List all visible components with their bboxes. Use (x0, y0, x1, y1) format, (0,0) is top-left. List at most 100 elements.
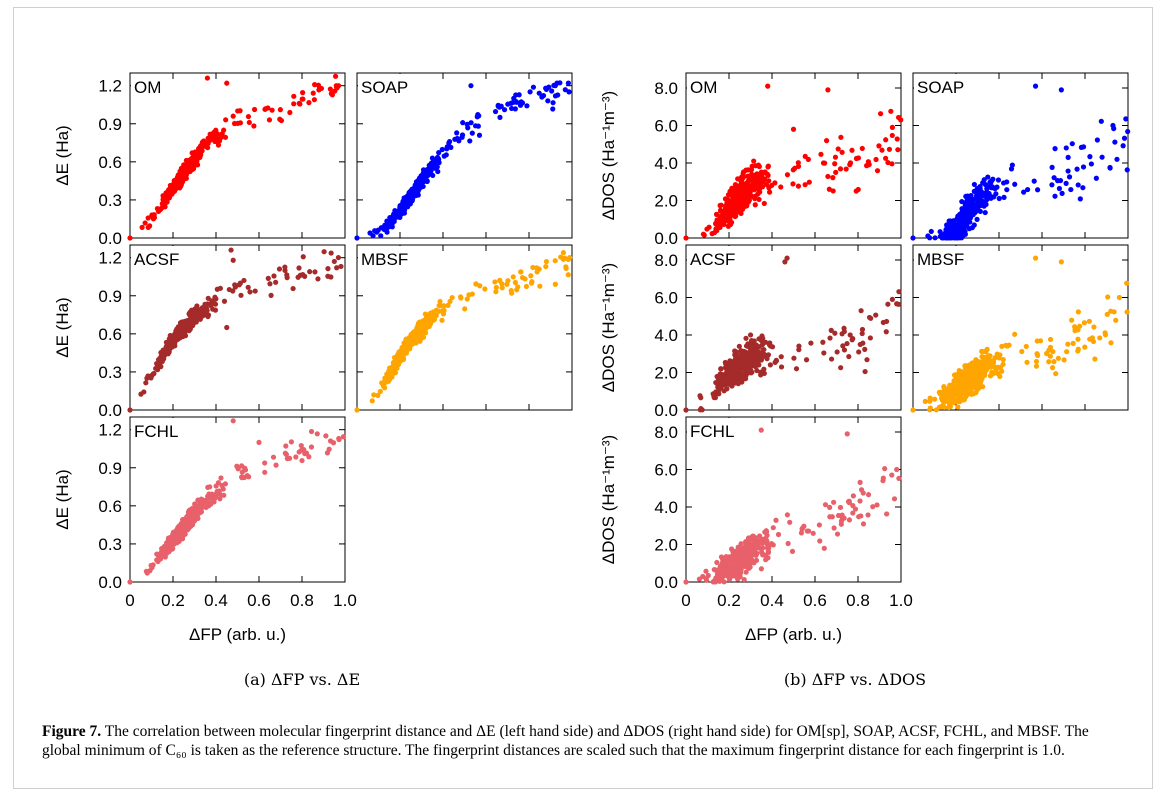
x-tick-label: 0.2 (161, 591, 185, 610)
data-point (399, 207, 405, 213)
data-point (241, 277, 247, 284)
data-point (256, 439, 262, 445)
y-tick-label: 0.9 (98, 115, 122, 134)
data-point (441, 153, 447, 159)
data-point (236, 282, 242, 288)
data-point (389, 371, 396, 378)
data-point (230, 257, 236, 263)
data-point (838, 521, 844, 527)
data-point (1051, 175, 1057, 181)
data-point (422, 327, 428, 333)
data-point (174, 333, 181, 339)
data-point (386, 224, 392, 230)
data-point (298, 442, 304, 449)
data-point (189, 323, 195, 329)
data-point (300, 272, 306, 278)
data-point (894, 301, 900, 307)
data-point (265, 275, 271, 281)
data-point (237, 108, 243, 114)
data-point (849, 147, 855, 153)
data-point (543, 263, 549, 270)
plot-frame (685, 244, 902, 411)
data-point (1049, 365, 1056, 371)
data-point (760, 347, 766, 354)
data-point (889, 161, 895, 167)
data-point (184, 163, 191, 169)
data-point (1043, 350, 1050, 357)
y-axis-title: ΔDOS (Ha⁻¹m⁻³) (599, 263, 618, 392)
data-point (504, 281, 510, 287)
data-point (530, 84, 537, 90)
y-tick-label: 2.0 (654, 364, 678, 383)
data-point (239, 463, 245, 469)
data-point (215, 480, 222, 486)
data-point (336, 436, 342, 443)
data-point (1052, 146, 1058, 152)
data-point (883, 155, 889, 161)
data-point (1072, 326, 1078, 332)
data-point (382, 385, 388, 391)
data-point (778, 354, 784, 360)
data-point (150, 371, 156, 377)
data-point (974, 216, 980, 222)
data-point (415, 182, 421, 188)
data-point (864, 357, 870, 363)
data-point (773, 358, 779, 364)
data-point (414, 328, 420, 334)
data-point (246, 119, 252, 126)
panel-label-bg (687, 418, 741, 442)
data-point (891, 496, 898, 502)
data-point (550, 106, 556, 112)
data-point (291, 93, 297, 99)
y-tick-label: 0.0 (654, 401, 678, 420)
data-point (758, 427, 764, 433)
plot-frame (912, 244, 1129, 411)
data-point (423, 171, 429, 177)
data-point (207, 484, 213, 490)
data-point (327, 438, 334, 444)
data-point (810, 530, 816, 536)
data-point (791, 355, 797, 361)
data-point (419, 174, 425, 180)
data-point (169, 188, 176, 194)
data-point (1093, 175, 1099, 181)
data-point (326, 446, 332, 452)
data-point (232, 282, 238, 288)
data-point (435, 168, 441, 175)
data-point (712, 577, 718, 583)
data-point (758, 566, 764, 572)
data-point (954, 392, 960, 398)
data-point (262, 460, 268, 466)
data-point (1032, 83, 1039, 89)
data-point (1099, 154, 1105, 160)
data-point (230, 418, 236, 424)
data-point (165, 351, 171, 357)
data-point (957, 218, 964, 224)
data-point (1075, 182, 1081, 188)
data-point (968, 193, 974, 199)
data-point (767, 343, 774, 349)
data-point (457, 294, 464, 300)
data-point (947, 384, 953, 390)
y-tick-label: 2.0 (654, 192, 678, 211)
panel-label-soap: SOAP (917, 78, 964, 97)
data-point (963, 363, 969, 369)
data-point (476, 132, 483, 138)
plot-frame (685, 416, 902, 583)
data-point (999, 368, 1005, 374)
data-point (1092, 356, 1098, 362)
data-point (999, 343, 1005, 349)
data-point (284, 272, 290, 278)
data-point (992, 355, 998, 361)
plot-frame (912, 72, 1129, 239)
data-point (969, 391, 975, 397)
data-point (746, 175, 752, 181)
data-point (806, 179, 812, 185)
data-point (739, 365, 745, 372)
data-point (844, 431, 850, 437)
data-point (795, 160, 801, 166)
data-point (828, 356, 835, 362)
data-point (430, 172, 436, 179)
data-point (882, 466, 888, 472)
data-point (499, 285, 505, 291)
